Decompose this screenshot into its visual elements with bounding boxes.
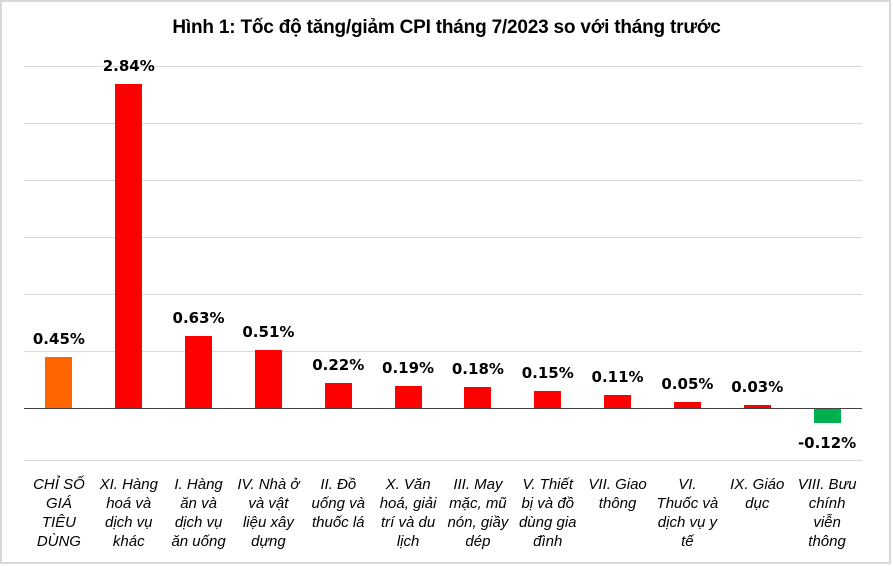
bar — [743, 404, 771, 408]
bar — [534, 390, 562, 408]
gridline — [24, 66, 862, 67]
bar — [115, 84, 143, 408]
category-label: III. May mặc, mũ nón, giầy dép — [447, 476, 509, 550]
category-label: V. Thiết bị và đồ dùng gia đình — [518, 476, 577, 550]
category-label: VIII. Bưu chính viễn thông — [797, 476, 857, 550]
category-separator — [24, 460, 862, 461]
data-label: 0.11% — [591, 368, 644, 387]
category-label: II. Đồ uống và thuốc lá — [311, 476, 365, 531]
data-label: 0.19% — [382, 359, 435, 378]
bar — [185, 336, 213, 408]
x-axis-line — [24, 408, 862, 409]
bar — [254, 349, 282, 408]
bar — [45, 356, 73, 408]
category-label: I. Hàng ăn và dịch vụ ăn uống — [171, 476, 226, 550]
data-label: 0.03% — [731, 377, 784, 396]
category-label: IX. Giáo dục — [730, 476, 785, 512]
data-label: 0.15% — [521, 363, 574, 382]
data-label: 0.51% — [242, 322, 295, 341]
data-label: 0.45% — [32, 329, 85, 348]
data-label: -0.12% — [797, 433, 857, 452]
bar — [813, 409, 841, 423]
data-label: 0.18% — [451, 360, 504, 379]
chart-title: Hình 1: Tốc độ tăng/giảm CPI tháng 7/202… — [172, 17, 721, 38]
gridline — [24, 294, 862, 295]
bar — [464, 387, 492, 408]
category-label: CHỈ SỐ GIÁ TIÊU DÙNG — [33, 476, 85, 550]
data-label: 0.22% — [312, 355, 365, 374]
bar — [604, 395, 632, 408]
category-label: IV. Nhà ở và vật liệu xây dựng — [237, 476, 300, 550]
category-label: VII. Giao thông — [588, 476, 647, 512]
bar — [324, 382, 352, 408]
gridline — [24, 123, 862, 124]
gridline — [24, 237, 862, 238]
data-label: 2.84% — [102, 57, 155, 76]
category-label: X. Văn hoá, giải trí và du lịch — [379, 476, 437, 550]
data-label: 0.05% — [661, 375, 714, 394]
gridline — [24, 351, 862, 352]
data-label: 0.63% — [172, 309, 225, 328]
category-label: XI. Hàng hoá và dịch vụ khác — [99, 476, 158, 550]
bar — [394, 386, 422, 408]
category-label: VI. Thuốc và dịch vụ y tế — [656, 476, 719, 550]
gridline — [24, 180, 862, 181]
bar — [673, 402, 701, 408]
